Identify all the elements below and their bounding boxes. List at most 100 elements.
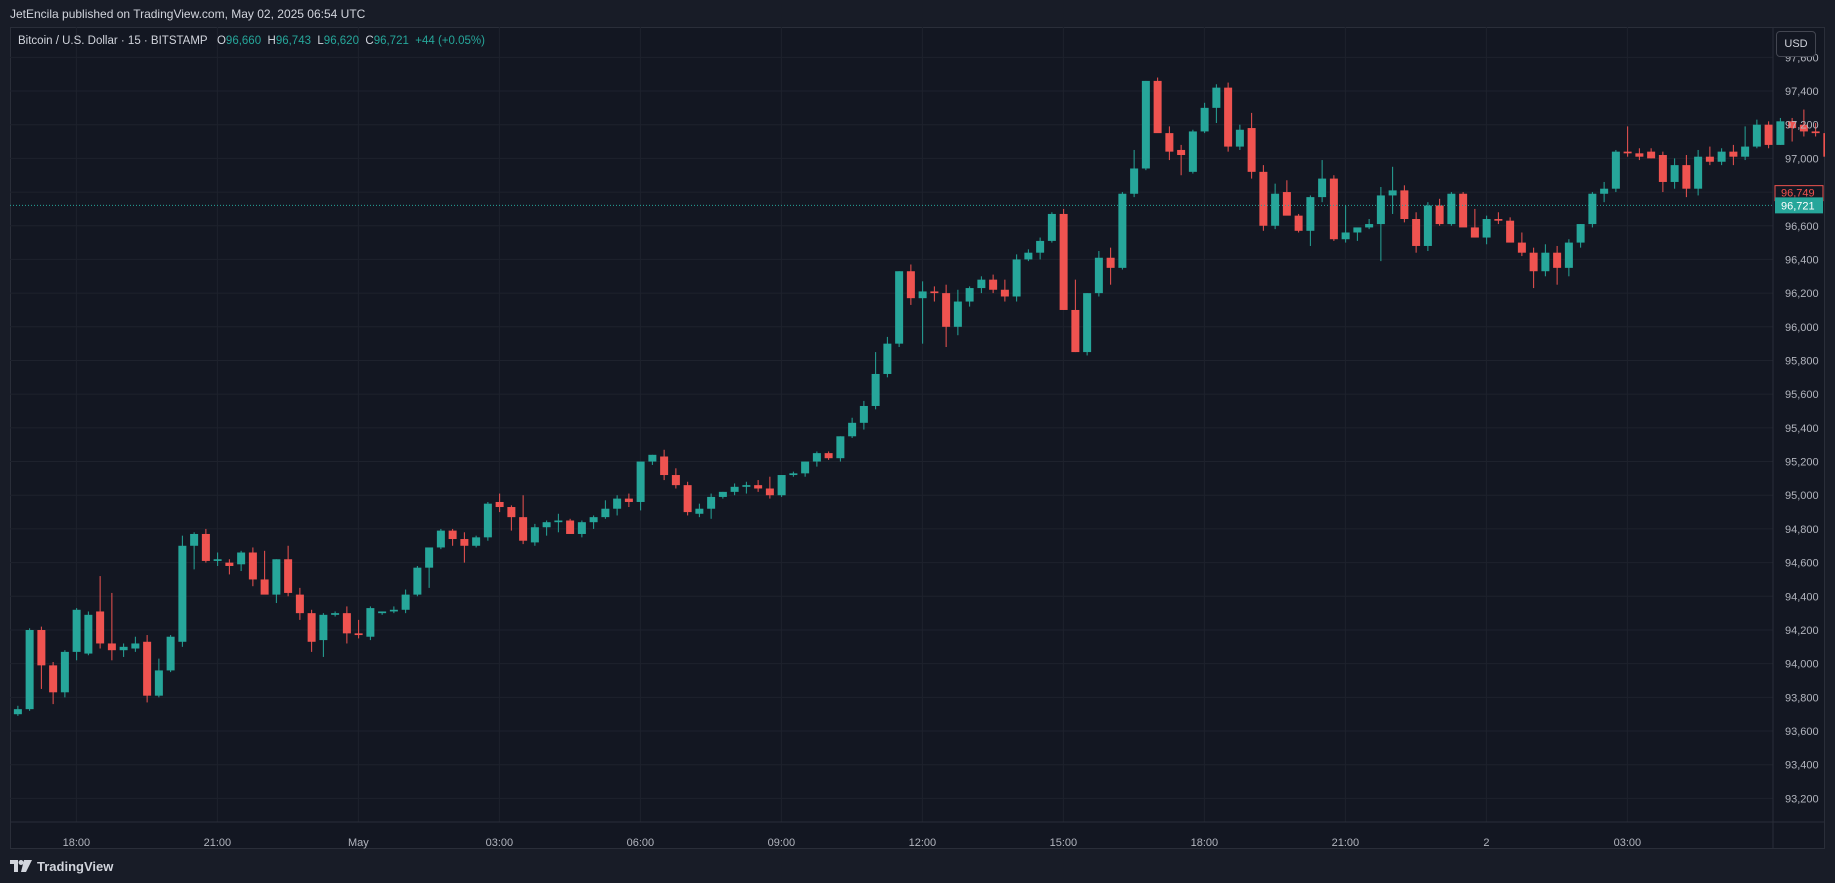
x-tick-label: 18:00 (63, 837, 91, 849)
candle-body (636, 461, 645, 502)
candles (10, 77, 1825, 716)
candle-body (178, 545, 187, 642)
candle-body (354, 633, 363, 636)
candle-body (448, 530, 457, 540)
candle-body (1494, 219, 1503, 221)
last-price-label: 96,721 (1781, 200, 1815, 212)
y-tick-label: 95,600 (1785, 389, 1819, 401)
y-tick-label: 93,800 (1785, 692, 1819, 704)
candle-body (1623, 151, 1632, 154)
tradingview-logo[interactable]: TradingView (10, 859, 113, 874)
candle-body (1177, 149, 1186, 156)
currency-button[interactable]: USD (1776, 31, 1816, 57)
candle-body (143, 641, 152, 696)
candle-body (648, 454, 657, 462)
candle-body (1165, 133, 1174, 152)
candlestick-chart[interactable]: 97,60097,40097,20097,00096,80096,60096,4… (10, 27, 1825, 849)
candle-body (1224, 87, 1233, 147)
high-value: 96,743 (275, 35, 311, 47)
candle-body (1200, 107, 1209, 132)
candle-body (154, 670, 163, 696)
candle-body (1670, 165, 1679, 182)
candle-body (671, 475, 680, 486)
candle-body (1318, 178, 1327, 198)
close-value: 96,721 (373, 35, 409, 47)
grid-lines (10, 27, 1773, 822)
close-label: C (365, 35, 374, 47)
candle-body (1470, 227, 1479, 238)
candle-body (918, 291, 927, 299)
x-tick-label: 12:00 (909, 837, 937, 849)
candle-body (413, 567, 422, 595)
y-tick-label: 94,200 (1785, 625, 1819, 637)
candle-body (1694, 156, 1703, 189)
candle-body (425, 547, 434, 568)
candle-body (1506, 220, 1515, 243)
candle-body (989, 279, 998, 290)
candle-body (765, 488, 774, 496)
candle-body (295, 594, 304, 614)
candle-body (824, 453, 833, 459)
candle-body (1611, 151, 1620, 189)
candle-body (342, 613, 351, 634)
change-value: +44 (+0.05%) (415, 35, 485, 47)
candle-body (1118, 193, 1127, 268)
publication-credit: JetEncila published on TradingView.com, … (10, 7, 366, 21)
candle-body (1600, 188, 1609, 194)
candle-body (1271, 193, 1280, 226)
candle-body (507, 507, 516, 518)
candle-body (225, 562, 234, 566)
x-tick-label: 18:00 (1191, 837, 1219, 849)
candle-body (1459, 193, 1468, 228)
candle-body (378, 611, 387, 614)
candle-body (577, 522, 586, 534)
candle-body (1752, 124, 1761, 147)
y-tick-label: 96,200 (1785, 288, 1819, 300)
candle-body (718, 491, 727, 497)
candle-body (107, 643, 116, 651)
y-tick-label: 94,400 (1785, 591, 1819, 603)
candle-body (1776, 121, 1785, 145)
candle-body (1517, 242, 1526, 253)
symbol-name[interactable]: Bitcoin / U.S. Dollar · 15 · BITSTAMP (18, 35, 208, 47)
candle-body (1764, 124, 1773, 145)
candle-body (1024, 252, 1033, 260)
candle-body (707, 496, 716, 509)
x-tick-label: 2 (1483, 837, 1489, 849)
candle-body (307, 613, 316, 642)
candle-body (566, 520, 575, 534)
x-tick-label: 15:00 (1050, 837, 1078, 849)
candle-body (519, 517, 528, 541)
candle-body (742, 485, 751, 487)
candle-body (965, 288, 974, 302)
candle-body (1717, 151, 1726, 162)
y-tick-label: 97,200 (1785, 120, 1819, 132)
candle-body (1576, 224, 1585, 243)
y-tick-label: 95,000 (1785, 490, 1819, 502)
symbol-legend[interactable]: Bitcoin / U.S. Dollar · 15 · BITSTAMP O9… (18, 35, 485, 47)
candle-body (260, 579, 269, 595)
candle-body (906, 271, 915, 299)
candle-body (1036, 240, 1045, 253)
candle-body (237, 552, 246, 565)
candle-body (1247, 128, 1256, 172)
candle-body (272, 559, 281, 595)
low-label: L (317, 35, 324, 47)
candle-body (1329, 178, 1338, 240)
candle-body (25, 629, 34, 710)
candle-body (1729, 151, 1738, 157)
candle-body (37, 629, 46, 666)
candle-body (1083, 293, 1092, 353)
open-label: O (216, 35, 226, 47)
candle-body (871, 373, 880, 406)
candle-body (1094, 257, 1103, 294)
candle-body (859, 405, 868, 423)
candle-body (248, 552, 257, 580)
candle-body (131, 643, 140, 649)
chart-panel[interactable] (10, 27, 1825, 849)
candle-body (472, 537, 481, 546)
candle-body (1412, 219, 1421, 246)
candle-body (1435, 205, 1444, 225)
open-value: 96,660 (225, 35, 262, 47)
footer-brand-text: TradingView (37, 858, 114, 874)
